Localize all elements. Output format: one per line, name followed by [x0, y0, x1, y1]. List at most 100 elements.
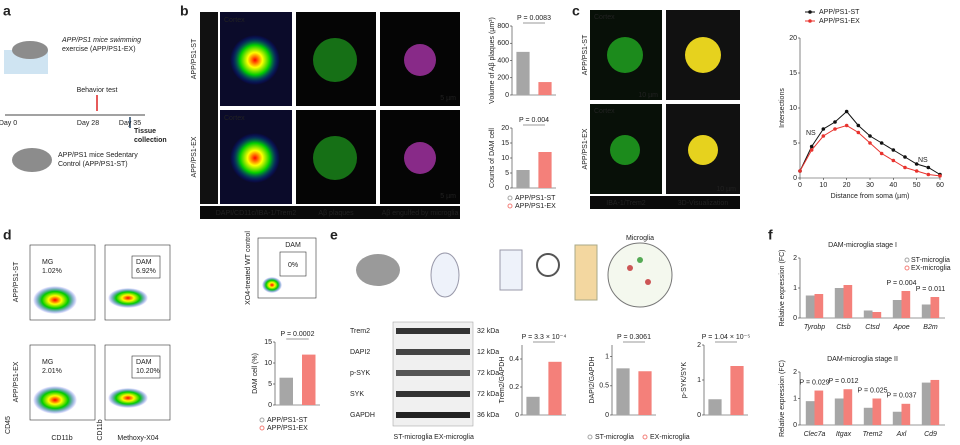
y-tick-label: 0 [793, 422, 797, 429]
y-axis-label: Relative expression (FC) [779, 360, 786, 437]
legend-label: APP/PS1-ST [819, 9, 860, 16]
y-axis-label: Trem2/GAPDH [499, 357, 506, 404]
channel-label: IBA-1/Trem2 [606, 200, 646, 207]
y-tick-label: 20 [789, 35, 797, 42]
p-value: P = 0.037 [886, 393, 916, 400]
point [926, 172, 931, 177]
y-tick-label: 1 [793, 285, 797, 292]
bar [526, 396, 540, 415]
x-tick-label: B2m [923, 324, 938, 331]
axis-label: CD11b [97, 419, 104, 440]
bar [708, 399, 722, 415]
legend-marker [507, 203, 513, 209]
point [833, 127, 837, 131]
bar [921, 304, 931, 318]
p-value: P = 0.004 [886, 280, 916, 287]
y-tick-label: 0 [505, 92, 509, 99]
x-tick-label: 50 [913, 182, 921, 189]
y-tick-label: 10 [789, 105, 797, 112]
x-tick-label: 40 [889, 182, 897, 189]
p-value: P = 0.0002 [281, 331, 315, 338]
tissue-text: collection [134, 137, 167, 144]
p-value: P = 0.025 [857, 387, 887, 394]
legend-marker [904, 265, 910, 271]
axis-label: CD45 [5, 416, 12, 434]
panel-label: e [330, 227, 338, 243]
y-tick-label: 0.4 [509, 356, 519, 363]
group-label: APP/PS1-EX [191, 136, 198, 177]
group-label: APP/PS1-ST [582, 34, 589, 75]
region-label: Cortex [224, 17, 245, 24]
point [879, 141, 884, 145]
point [891, 148, 896, 152]
bar [843, 389, 853, 425]
legend-label: APP/PS1-EX [267, 425, 308, 432]
y-axis-label: Volume of Aβ plaques (µm³) [489, 17, 496, 104]
point [891, 158, 896, 163]
point [821, 127, 826, 131]
bar [834, 398, 844, 425]
bar [279, 377, 293, 405]
point [879, 151, 884, 156]
bar [872, 398, 882, 425]
legend-marker [808, 10, 812, 14]
gate-pct: 2.01% [42, 368, 62, 375]
y-axis-label: Relative expression (FC) [779, 249, 786, 326]
channel-label: Aβ engulfed by microglia [382, 210, 459, 217]
x-tick-label: Apoe [892, 324, 909, 331]
y-tick-label: 0 [605, 412, 609, 419]
group-label: APP/PS1-EX [582, 128, 589, 169]
bar [901, 403, 911, 425]
bar [730, 366, 744, 415]
gate-name: MG [42, 359, 53, 366]
region-label: Cortex [224, 115, 245, 122]
panel-b-images [200, 12, 460, 219]
legend-label: APP/PS1-EX [819, 18, 860, 25]
p-value: P = 0.0083 [517, 15, 551, 22]
bar [930, 297, 940, 318]
y-tick-label: 800 [497, 23, 509, 30]
blot-label: DAPI2 [350, 349, 370, 356]
y-tick-label: 0 [697, 412, 701, 419]
p-value: P = 0.011 [916, 286, 946, 293]
gate-pct: 6.92% [136, 268, 156, 275]
blot-size: 32 kDa [477, 328, 499, 335]
point [844, 109, 849, 114]
gate-pct: 1.02% [42, 268, 62, 275]
blot-label: GAPDH [350, 412, 375, 419]
channel-label: DAPI/CD11c/IBA-1/Trem2 [216, 210, 297, 217]
x-tick-label: Axl [896, 431, 907, 438]
x-tick-label: Trem2 [863, 431, 883, 438]
p-value: P = 0.3061 [617, 334, 651, 341]
legend-marker [259, 425, 265, 431]
point [868, 141, 872, 145]
x-tick-label: 20 [843, 182, 851, 189]
x-tick-label: Ctsb [836, 324, 851, 331]
legend-label: APP/PS1-ST [515, 195, 556, 202]
point [938, 174, 942, 178]
blot-size: 72 kDa [477, 391, 499, 398]
region-label: Cortex [594, 108, 615, 115]
blot-label: Trem2 [350, 328, 370, 335]
y-axis-label: Intersections [779, 88, 786, 128]
panel-label: b [180, 3, 189, 19]
annotation: NS [918, 157, 928, 164]
panel-d-art [29, 237, 317, 421]
panel-label: a [3, 3, 11, 19]
x-tick-label: Clec7a [804, 431, 826, 438]
point [903, 155, 907, 159]
bar [538, 152, 552, 188]
lane-label: ST-microglia [394, 434, 433, 441]
bar [805, 295, 815, 318]
scale-label: 5 µm [440, 95, 456, 102]
x-tick-label: 30 [866, 182, 874, 189]
p-value: P = 0.029 [799, 379, 829, 386]
day-label: Day 0 [0, 120, 17, 127]
p-value: P = 0.012 [828, 378, 858, 385]
point [809, 148, 814, 152]
y-axis-label: Counts of DAM cell [489, 128, 496, 188]
gate-name: DAM [136, 259, 152, 266]
panel-c-images [590, 10, 740, 209]
channel-label: 3D-Visualization [678, 200, 729, 207]
